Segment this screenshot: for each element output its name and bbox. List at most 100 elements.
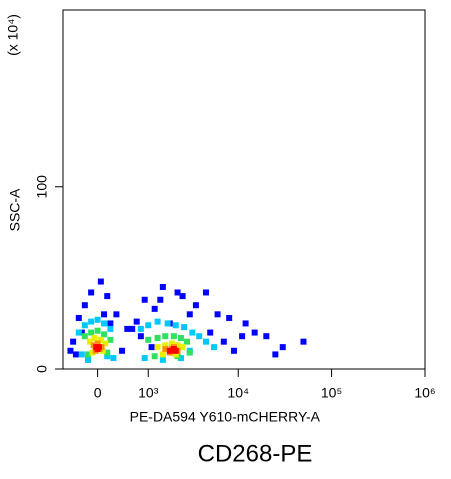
point: [172, 351, 179, 358]
x-tick-label: 0: [94, 385, 102, 401]
point: [239, 333, 246, 340]
point: [300, 338, 307, 345]
y-tick-label: 100: [34, 175, 50, 199]
point: [97, 278, 104, 285]
point: [107, 320, 114, 327]
point: [159, 351, 166, 358]
point: [81, 302, 88, 309]
point: [78, 351, 85, 358]
point: [129, 325, 136, 332]
point: [119, 347, 126, 354]
point: [174, 289, 181, 296]
point: [88, 289, 95, 296]
point: [162, 333, 169, 340]
point: [91, 335, 98, 342]
point: [192, 302, 199, 309]
point: [151, 305, 158, 312]
point: [179, 344, 186, 351]
point: [202, 289, 209, 296]
y-tick-label: 0: [34, 365, 50, 373]
point: [94, 327, 101, 334]
x-tick-label: 10⁴: [227, 385, 249, 401]
point: [172, 347, 179, 354]
point: [272, 351, 279, 358]
point: [154, 335, 161, 342]
plot-frame: [62, 9, 426, 370]
point: [145, 322, 152, 329]
point: [99, 347, 106, 354]
y-axis-label: SSC-A: [7, 188, 23, 231]
y-multiplier: (x 10⁴): [5, 14, 21, 56]
point: [94, 340, 101, 347]
point: [159, 356, 166, 363]
point: [88, 329, 95, 336]
point: [186, 311, 193, 318]
point: [154, 344, 161, 351]
point: [177, 355, 184, 362]
point: [89, 349, 96, 356]
point: [104, 293, 111, 300]
point: [154, 318, 161, 325]
point: [172, 322, 179, 329]
point: [148, 344, 155, 351]
point: [162, 342, 169, 349]
point: [94, 316, 101, 323]
x-tick-label: 10⁶: [414, 385, 435, 401]
point: [107, 325, 114, 332]
point: [177, 335, 184, 342]
point: [181, 324, 188, 331]
point: [174, 342, 181, 349]
point: [157, 296, 164, 303]
point: [133, 318, 140, 325]
point: [202, 338, 209, 345]
point: [214, 311, 221, 318]
point: [70, 338, 77, 345]
point: [67, 347, 74, 354]
point: [230, 347, 237, 354]
point: [75, 329, 82, 336]
point: [84, 356, 91, 363]
point: [263, 333, 270, 340]
point: [86, 338, 93, 345]
point: [137, 333, 144, 340]
point: [81, 333, 88, 340]
point: [168, 340, 175, 347]
point: [279, 344, 286, 351]
chart-title: CD268-PE: [198, 440, 313, 467]
point: [179, 293, 186, 300]
point: [220, 338, 227, 345]
point: [159, 283, 166, 290]
point: [145, 336, 152, 343]
point: [104, 349, 111, 356]
point: [84, 351, 91, 358]
point: [242, 320, 249, 327]
point: [164, 320, 171, 327]
point: [184, 338, 191, 345]
x-tick-label: 10⁵: [321, 385, 342, 401]
point: [104, 353, 111, 360]
point: [97, 336, 104, 343]
point: [102, 340, 109, 347]
x-tick-label: 10³: [138, 385, 159, 401]
point: [81, 322, 88, 329]
point: [251, 329, 258, 336]
point: [151, 353, 158, 360]
point: [141, 355, 148, 362]
point: [162, 345, 169, 352]
point: [110, 355, 117, 362]
point: [107, 336, 114, 343]
point: [75, 314, 82, 321]
point: [88, 318, 95, 325]
point: [124, 325, 131, 332]
point: [170, 333, 177, 340]
point: [72, 351, 79, 358]
point: [113, 311, 120, 318]
point: [226, 314, 233, 321]
point: [137, 325, 144, 332]
x-axis-label: PE-DA594 Y610-mCHERRY-A: [130, 409, 321, 425]
point: [207, 329, 214, 336]
point: [196, 333, 203, 340]
point: [166, 347, 173, 354]
point: [189, 329, 196, 336]
